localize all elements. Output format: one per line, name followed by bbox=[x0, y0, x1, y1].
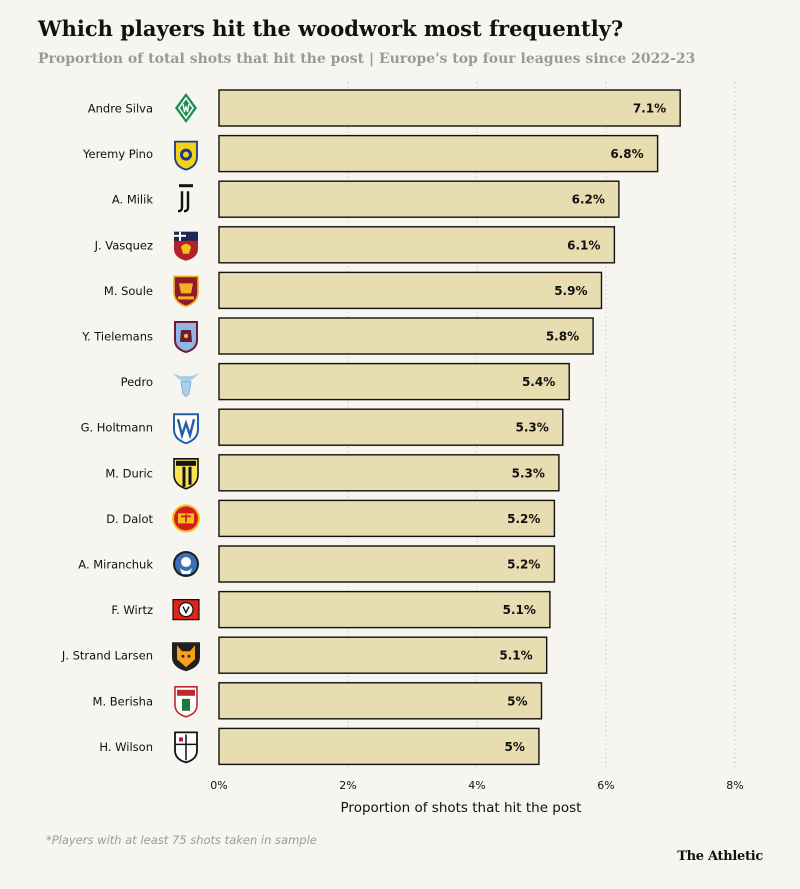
bar bbox=[218, 89, 681, 127]
bar bbox=[218, 727, 540, 766]
player-name-label: A. Miranchuk bbox=[78, 558, 153, 572]
bar bbox=[218, 317, 594, 355]
bar-value-label: 5.9% bbox=[554, 284, 587, 298]
genoa-badge bbox=[174, 231, 198, 261]
bar-value-label: 5.4% bbox=[522, 375, 555, 389]
player-name-label: J. Vasquez bbox=[94, 238, 153, 252]
bar-value-label: 6.2% bbox=[572, 193, 605, 207]
player-name-label: Y. Tielemans bbox=[81, 330, 153, 344]
augsburg-badge bbox=[174, 685, 198, 718]
bar bbox=[218, 499, 556, 538]
manchester-united-badge bbox=[172, 504, 200, 533]
player-name-label: H. Wilson bbox=[99, 740, 153, 754]
brand-logo-text: The Athletic bbox=[677, 849, 763, 864]
player-name-label: Pedro bbox=[121, 375, 153, 389]
bar-value-label: 7.1% bbox=[633, 102, 666, 116]
bar bbox=[218, 362, 570, 401]
x-axis-title: Proportion of shots that hit the post bbox=[341, 800, 582, 816]
bar bbox=[218, 682, 543, 720]
bar-value-label: 5.8% bbox=[546, 330, 579, 344]
bar bbox=[218, 454, 560, 492]
bar-value-label: 5.1% bbox=[503, 603, 536, 617]
wolves-badge bbox=[172, 642, 200, 672]
x-tick-label: 4% bbox=[468, 779, 485, 792]
bars: 7.1% 6.8% 6.2% 6.1% 5.9% 5.8% 5.4% 5.3% 5.3% 5.2%… bbox=[218, 89, 681, 766]
x-tick-label: 8% bbox=[726, 779, 743, 792]
bar-value-label: 5.3% bbox=[516, 421, 549, 435]
x-tick-label: 2% bbox=[339, 779, 356, 792]
leverkusen-badge bbox=[172, 598, 200, 621]
bar-value-label: 5.2% bbox=[507, 512, 540, 526]
player-name-label: Yeremy Pino bbox=[82, 147, 153, 161]
bar-value-label: 6.1% bbox=[567, 238, 600, 252]
bar-value-label: 5% bbox=[505, 740, 525, 754]
chart-subtitle: Proportion of total shots that hit the p… bbox=[38, 51, 696, 67]
bar-value-label: 5.3% bbox=[512, 466, 545, 480]
bar-value-label: 6.8% bbox=[610, 147, 643, 161]
chart-title: Which players hit the woodwork most freq… bbox=[38, 16, 624, 41]
player-name-label: J. Strand Larsen bbox=[61, 649, 153, 663]
bar bbox=[218, 271, 603, 310]
werder-bremen-badge bbox=[175, 93, 197, 123]
lazio-badge bbox=[173, 372, 199, 398]
bar bbox=[218, 408, 564, 446]
villarreal-badge bbox=[174, 140, 198, 171]
player-name-label: F. Wirtz bbox=[111, 603, 153, 617]
bar-value-label: 5.1% bbox=[499, 649, 532, 663]
player-name-label: Andre Silva bbox=[88, 102, 153, 116]
parma-badge bbox=[173, 457, 199, 490]
bochum-badge bbox=[173, 413, 199, 445]
club-badges bbox=[172, 93, 200, 764]
player-name-label: D. Dalot bbox=[106, 512, 153, 526]
bar-value-label: 5.2% bbox=[507, 558, 540, 572]
player-name-label: A. Milik bbox=[112, 193, 153, 207]
fulham-badge bbox=[174, 731, 198, 764]
bar bbox=[218, 590, 551, 629]
roma-badge bbox=[173, 275, 199, 308]
player-name-label: M. Duric bbox=[105, 466, 153, 480]
juventus-badge bbox=[177, 184, 193, 213]
x-axis-ticks: 0% 2% 4% 6% 8% bbox=[210, 779, 743, 792]
bar bbox=[218, 134, 659, 173]
bar bbox=[218, 180, 620, 218]
bar-value-label: 5% bbox=[507, 694, 527, 708]
bar bbox=[218, 545, 556, 583]
bar bbox=[218, 636, 548, 674]
x-tick-label: 0% bbox=[210, 779, 227, 792]
player-name-label: G. Holtmann bbox=[81, 421, 153, 435]
x-tick-label: 6% bbox=[597, 779, 614, 792]
atalanta-badge bbox=[173, 551, 199, 577]
player-name-label: M. Soule bbox=[104, 284, 153, 298]
footnote: *Players with at least 75 shots taken in… bbox=[46, 833, 317, 847]
aston-villa-badge bbox=[174, 321, 198, 354]
bar bbox=[218, 226, 616, 264]
player-labels: Andre Silva Yeremy Pino A. Milik J. Vasquez… bbox=[61, 102, 154, 754]
player-name-label: M. Berisha bbox=[93, 694, 153, 708]
